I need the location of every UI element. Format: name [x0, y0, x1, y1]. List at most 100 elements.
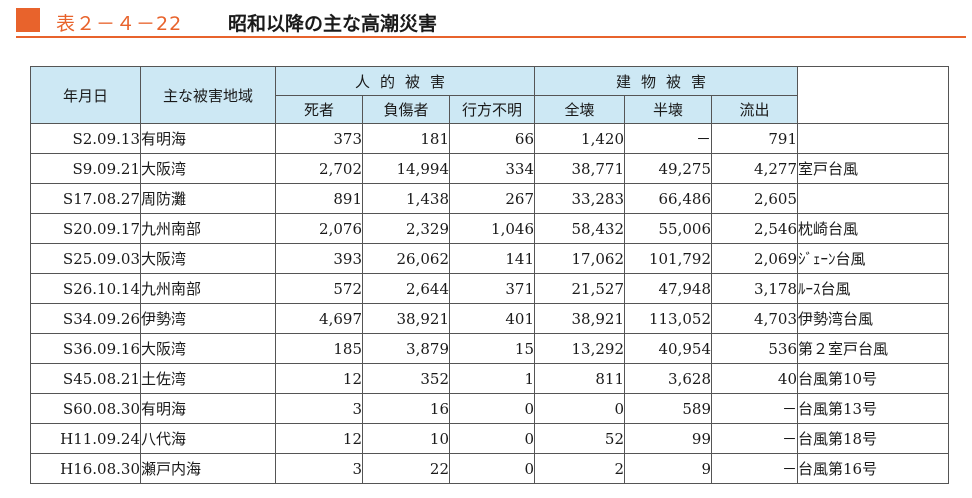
total-collapse-cell: 0 — [534, 393, 625, 424]
total-collapse-cell: 811 — [534, 363, 625, 394]
date-cell: H11.09.24 — [30, 423, 141, 454]
typhoon-name-cell: 台風第18号 — [797, 423, 949, 454]
table-row: S34.09.26 伊勢湾 4,697 38,921 401 38,921 113,052 4… — [30, 303, 949, 334]
total-collapse-cell: 1,420 — [534, 123, 625, 154]
total-collapse-cell: 13,292 — [534, 333, 625, 364]
dead-cell: 2,702 — [275, 153, 363, 184]
typhoon-name-cell — [797, 123, 949, 154]
washed-away-cell: 2,605 — [711, 183, 798, 214]
washed-away-cell: 4,703 — [711, 303, 798, 334]
dead-cell: 393 — [275, 243, 363, 274]
table-row: S2.09.13 有明海 373 181 66 1,420 － 791 — [30, 123, 949, 154]
table-row: S26.10.14 九州南部 572 2,644 371 21,527 47,948 3,17… — [30, 273, 949, 304]
dead-cell: 12 — [275, 423, 363, 454]
area-cell: 有明海 — [140, 393, 276, 424]
storm-surge-disaster-table: 年月日 主な被害地域 人的被害 建物被害 死者 負傷者 行方不明 全壊 半壊 流… — [30, 66, 949, 484]
missing-cell: 334 — [449, 153, 535, 184]
total-collapse-cell: 38,771 — [534, 153, 625, 184]
dead-cell: 12 — [275, 363, 363, 394]
half-collapse-cell: 589 — [624, 393, 712, 424]
injured-cell: 38,921 — [362, 303, 450, 334]
dead-cell: 891 — [275, 183, 363, 214]
title-underline — [16, 36, 966, 38]
dead-cell: 185 — [275, 333, 363, 364]
missing-cell: 401 — [449, 303, 535, 334]
typhoon-name-cell: 第２室戸台風 — [797, 333, 949, 364]
header-human-damage: 人的被害 — [275, 66, 535, 96]
missing-cell: 141 — [449, 243, 535, 274]
area-cell: 大阪湾 — [140, 153, 276, 184]
typhoon-name-cell: 室戸台風 — [797, 153, 949, 184]
typhoon-name-cell: 枕崎台風 — [797, 213, 949, 244]
table-row: H16.08.30 瀬戸内海 3 22 0 2 9 －台風第16号 — [30, 453, 949, 484]
date-cell: S60.08.30 — [30, 393, 141, 424]
injured-cell: 3,879 — [362, 333, 450, 364]
missing-cell: 66 — [449, 123, 535, 154]
header-injured: 負傷者 — [362, 95, 450, 124]
table-row: S25.09.03 大阪湾 393 26,062 141 17,062 101,792 2,0… — [30, 243, 949, 274]
total-collapse-cell: 17,062 — [534, 243, 625, 274]
header-washed-away: 流出 — [711, 95, 798, 124]
area-cell: 周防灘 — [140, 183, 276, 214]
washed-away-cell: 3,178 — [711, 273, 798, 304]
dead-cell: 4,697 — [275, 303, 363, 334]
typhoon-name-cell: 台風第16号 — [797, 453, 949, 484]
injured-cell: 10 — [362, 423, 450, 454]
total-collapse-cell: 2 — [534, 453, 625, 484]
washed-away-cell: 2,546 — [711, 213, 798, 244]
washed-away-cell: 2,069 — [711, 243, 798, 274]
dead-cell: 3 — [275, 453, 363, 484]
area-cell: 八代海 — [140, 423, 276, 454]
typhoon-name-cell: 台風第13号 — [797, 393, 949, 424]
total-collapse-cell: 21,527 — [534, 273, 625, 304]
missing-cell: 267 — [449, 183, 535, 214]
area-cell: 有明海 — [140, 123, 276, 154]
date-cell: S26.10.14 — [30, 273, 141, 304]
table-title: 昭和以降の主な高潮災害 — [228, 13, 438, 35]
dead-cell: 2,076 — [275, 213, 363, 244]
washed-away-cell: － — [711, 453, 798, 484]
table-row: S45.08.21 土佐湾 12 352 1 811 3,628 40 台風第10号 — [30, 363, 949, 394]
dead-cell: 3 — [275, 393, 363, 424]
injured-cell: 1,438 — [362, 183, 450, 214]
header-date: 年月日 — [30, 66, 141, 124]
injured-cell: 22 — [362, 453, 450, 484]
typhoon-name-cell: ﾙｰｽ台風 — [797, 273, 949, 304]
half-collapse-cell: 49,275 — [624, 153, 712, 184]
typhoon-name-cell — [797, 183, 949, 214]
injured-cell: 14,994 — [362, 153, 450, 184]
date-cell: S2.09.13 — [30, 123, 141, 154]
table-body: S2.09.13 有明海 373 181 66 1,420 － 791 S9.09.21 大阪湾 2… — [30, 123, 949, 484]
total-collapse-cell: 33,283 — [534, 183, 625, 214]
typhoon-name-cell: ｼﾞｪｰﾝ台風 — [797, 243, 949, 274]
date-cell: S9.09.21 — [30, 153, 141, 184]
area-cell: 土佐湾 — [140, 363, 276, 394]
injured-cell: 181 — [362, 123, 450, 154]
header-missing: 行方不明 — [449, 95, 535, 124]
table-row: S9.09.21 大阪湾 2,702 14,994 334 38,771 49,275 4,2… — [30, 153, 949, 184]
half-collapse-cell: 9 — [624, 453, 712, 484]
date-cell: S25.09.03 — [30, 243, 141, 274]
injured-cell: 26,062 — [362, 243, 450, 274]
missing-cell: 0 — [449, 423, 535, 454]
date-cell: S36.09.16 — [30, 333, 141, 364]
table-header: 年月日 主な被害地域 人的被害 建物被害 死者 負傷者 行方不明 全壊 半壊 流… — [30, 66, 949, 124]
half-collapse-cell: 66,486 — [624, 183, 712, 214]
table-number: 表２－４－22 — [56, 13, 183, 35]
washed-away-cell: 536 — [711, 333, 798, 364]
header-half-collapse: 半壊 — [624, 95, 712, 124]
area-cell: 九州南部 — [140, 273, 276, 304]
area-cell: 大阪湾 — [140, 333, 276, 364]
table-row: S36.09.16 大阪湾 185 3,879 15 13,292 40,954 536 第２室… — [30, 333, 949, 364]
missing-cell: 0 — [449, 453, 535, 484]
missing-cell: 0 — [449, 393, 535, 424]
half-collapse-cell: 40,954 — [624, 333, 712, 364]
date-cell: S34.09.26 — [30, 303, 141, 334]
missing-cell: 1,046 — [449, 213, 535, 244]
half-collapse-cell: － — [624, 123, 712, 154]
table-title-bar: 表２－４－22 昭和以降の主な高潮災害 — [10, 6, 966, 38]
missing-cell: 371 — [449, 273, 535, 304]
injured-cell: 2,644 — [362, 273, 450, 304]
header-building-damage: 建物被害 — [534, 66, 798, 96]
table-row: S60.08.30 有明海 3 16 0 0 589 －台風第13号 — [30, 393, 949, 424]
